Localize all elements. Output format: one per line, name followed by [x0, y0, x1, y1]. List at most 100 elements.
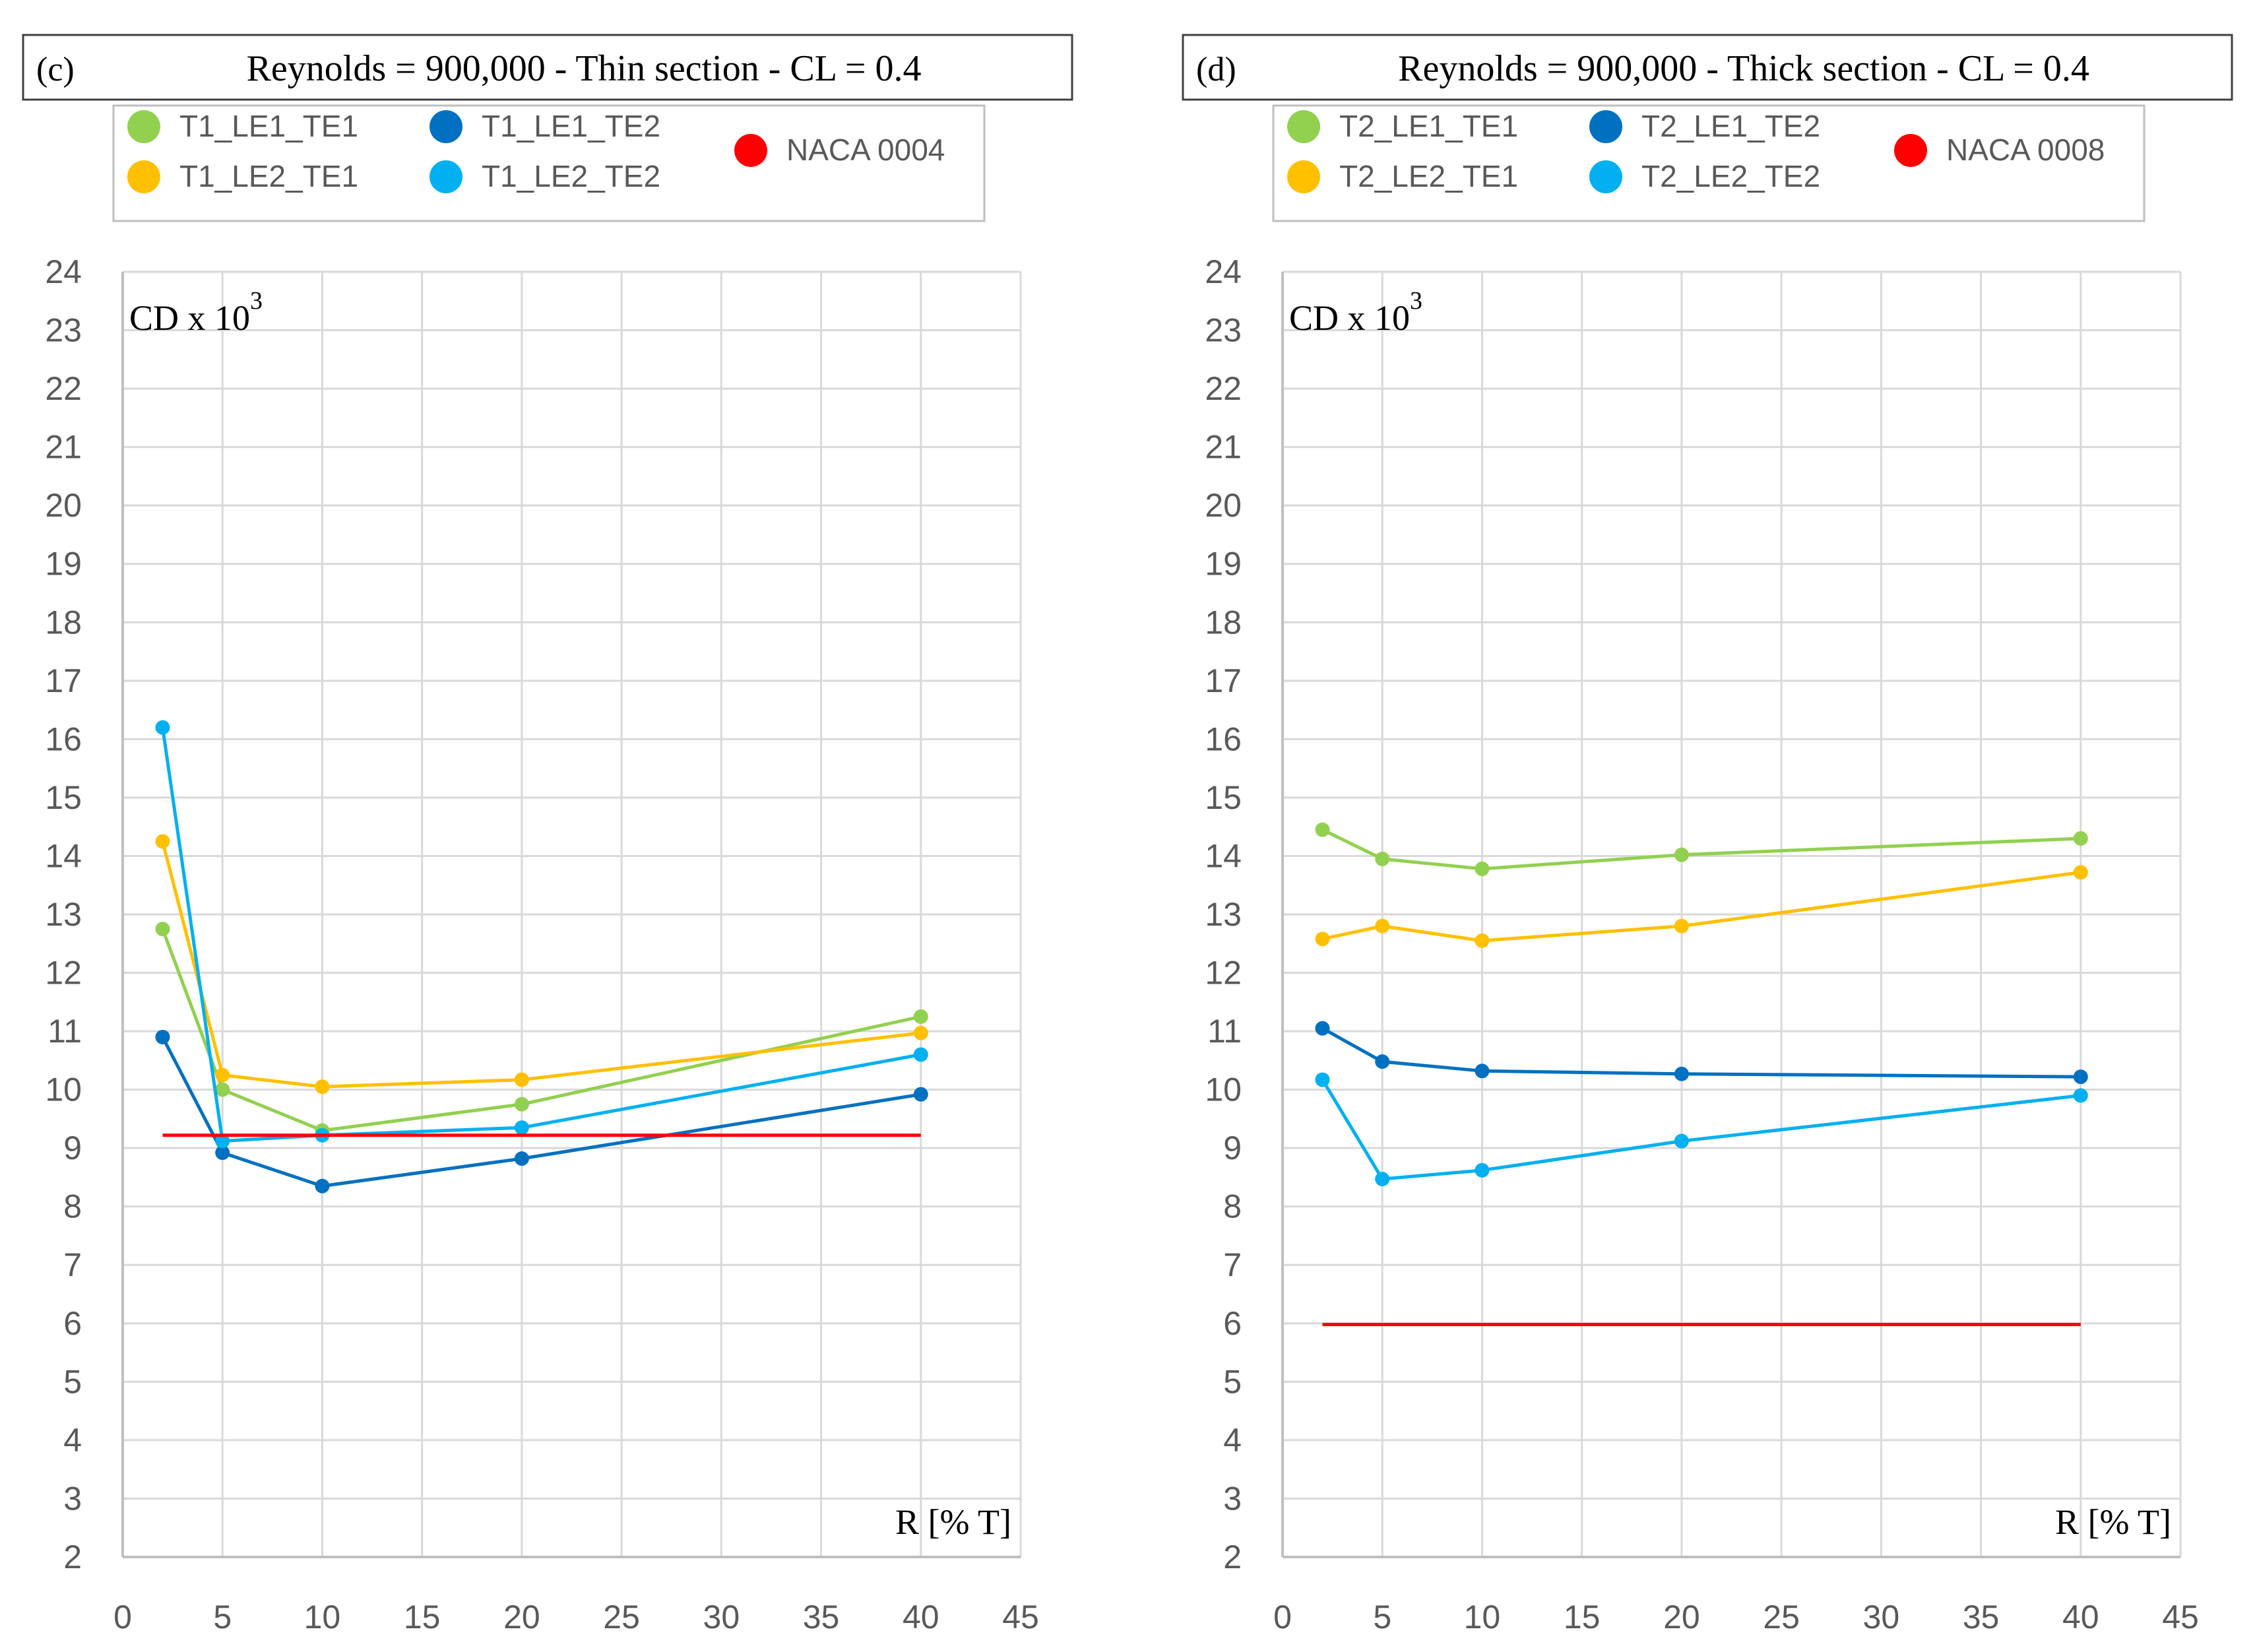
x-tick-label: 30	[1863, 1599, 1900, 1636]
x-tick-label: 45	[1002, 1599, 1039, 1636]
data-point	[1674, 918, 1689, 934]
y-tick-label: 13	[45, 896, 82, 933]
series-line	[1321, 1079, 2082, 1181]
series-line	[1321, 870, 2082, 943]
y-tick-label: 7	[1223, 1246, 1242, 1283]
legend-label: NACA 0008	[1946, 133, 2105, 167]
data-point	[913, 1009, 928, 1024]
data-point	[1315, 1021, 1330, 1036]
data-point	[913, 1047, 928, 1062]
data-point	[1375, 1172, 1390, 1187]
y-axis-label: CD x 103	[129, 287, 263, 338]
legend-marker	[429, 160, 462, 193]
x-axis-label: R [% T]	[895, 1502, 1011, 1542]
grid	[121, 270, 1022, 1558]
y-tick-label: 20	[1205, 487, 1242, 524]
y-tick-label: 3	[63, 1480, 82, 1517]
data-point	[913, 1087, 928, 1102]
x-tick-label: 35	[1963, 1599, 2000, 1636]
data-point	[215, 1133, 230, 1149]
series-t2-le2-te2	[1315, 1072, 2088, 1187]
x-tick-label: 40	[903, 1599, 939, 1636]
y-tick-label: 3	[1223, 1480, 1242, 1517]
data-point	[514, 1072, 529, 1087]
data-point	[155, 922, 170, 937]
legend-item: T1_LE2_TE1	[127, 159, 358, 193]
data-point	[514, 1120, 529, 1135]
legend-item: T1_LE1_TE1	[127, 109, 358, 143]
y-tick-label: 9	[1223, 1129, 1242, 1166]
data-point	[514, 1096, 529, 1112]
x-axis-label: R [% T]	[2055, 1502, 2171, 1542]
x-tick-label: 10	[304, 1599, 341, 1636]
y-tick-label: 5	[1223, 1363, 1242, 1400]
legend-label: T2_LE1_TE2	[1641, 109, 1820, 143]
y-tick-label: 14	[45, 837, 82, 874]
data-point	[1375, 1054, 1390, 1069]
data-point	[2073, 1069, 2088, 1085]
data-point	[155, 720, 170, 735]
legend	[1272, 104, 2146, 222]
legend-label: T1_LE2_TE1	[179, 159, 358, 193]
y-tick-label: 18	[1205, 604, 1242, 641]
legend-marker	[1589, 160, 1622, 193]
data-point	[1475, 1064, 1490, 1079]
legend-label: T2_LE2_TE1	[1339, 159, 1518, 193]
x-tick-label: 15	[404, 1599, 441, 1636]
data-point	[215, 1145, 230, 1160]
legend-item: T2_LE2_TE1	[1287, 159, 1518, 193]
x-tick-label: 35	[803, 1599, 840, 1636]
data-point	[215, 1067, 230, 1083]
data-point	[315, 1079, 330, 1095]
x-tick-label: 25	[603, 1599, 640, 1636]
y-tick-label: 9	[63, 1129, 82, 1166]
legend-label: NACA 0004	[786, 133, 945, 167]
y-axis-label: CD x 103	[1289, 287, 1422, 338]
legend-label: T1_LE1_TE1	[179, 109, 358, 143]
data-point	[1315, 932, 1330, 947]
chart-title: Reynolds = 900,000 - Thick section - CL …	[1398, 48, 2089, 89]
y-tick-label: 17	[45, 662, 82, 699]
x-tick-label: 15	[1564, 1599, 1601, 1636]
data-point	[215, 1082, 230, 1097]
y-tick-label: 5	[63, 1363, 82, 1400]
legend	[112, 104, 986, 222]
legend-label: T1_LE2_TE2	[482, 159, 660, 193]
y-tick-label: 4	[63, 1422, 82, 1459]
data-point	[514, 1151, 529, 1166]
y-tick-label: 15	[45, 779, 82, 816]
data-point	[2073, 865, 2088, 880]
legend-item: T2_LE1_TE1	[1287, 109, 1518, 143]
x-tick-label: 0	[1273, 1599, 1292, 1636]
y-tick-label: 18	[45, 604, 82, 641]
series-t1-le1-te1	[155, 922, 928, 1138]
y-tick-label: 16	[45, 720, 82, 757]
y-tick-label: 6	[63, 1305, 82, 1342]
x-tick-label: 40	[2062, 1599, 2099, 1636]
x-tick-label: 25	[1763, 1599, 1800, 1636]
series-line	[1321, 1027, 2081, 1079]
y-tick-label: 4	[1223, 1422, 1242, 1459]
chart-panel-c: (c) Reynolds = 900,000 - Thin section - C…	[22, 34, 1073, 1636]
legend-item: T1_LE2_TE2	[429, 159, 660, 193]
title-box	[1182, 34, 2233, 101]
legend-item: T2_LE1_TE2	[1589, 109, 1820, 143]
legend-label: T2_LE2_TE2	[1641, 159, 1820, 193]
panel-label: (d)	[1196, 51, 1236, 88]
y-tick-label: 22	[45, 370, 82, 407]
y-axis-label-text: CD x 10	[129, 298, 250, 338]
series-t2-le2-te1	[1315, 865, 2088, 948]
legend-item: NACA 0008	[1894, 133, 2105, 167]
y-axis-label-text: CD x 10	[1289, 298, 1410, 338]
y-tick-label: 23	[45, 312, 82, 349]
x-tick-label: 10	[1464, 1599, 1501, 1636]
data-point	[1674, 1066, 1689, 1081]
y-tick-label: 17	[1205, 662, 1242, 699]
y-tick-label: 11	[1207, 1013, 1242, 1050]
legend-label: T1_LE1_TE2	[482, 109, 660, 143]
x-tick-label: 0	[113, 1599, 132, 1636]
y-tick-label: 24	[1205, 253, 1242, 290]
chart-title: Reynolds = 900,000 - Thin section - CL =…	[247, 48, 922, 89]
y-tick-label: 13	[1205, 896, 1242, 933]
